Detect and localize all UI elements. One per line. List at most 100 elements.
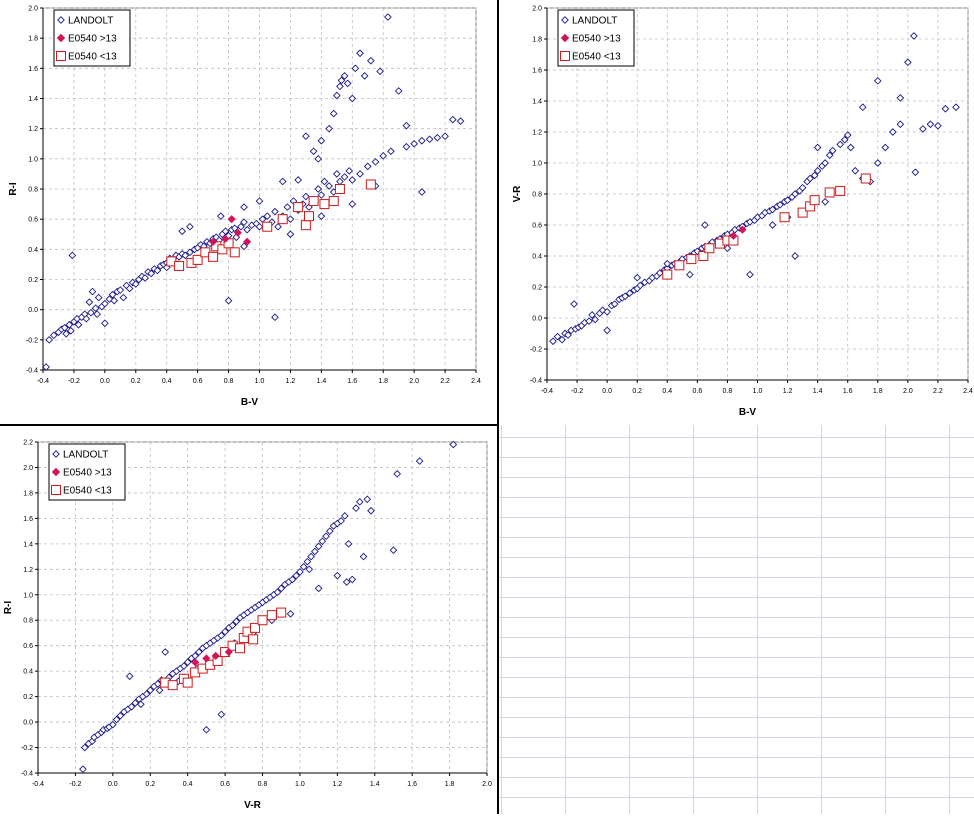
legend-marker-e0540-gt13 — [51, 467, 61, 477]
y-tick-label: 0.2 — [532, 285, 542, 292]
data-point-landolt — [108, 720, 117, 729]
data-point-landolt — [348, 575, 357, 584]
x-tick-label: -0.4 — [32, 781, 44, 788]
data-point-e0540-gt13 — [233, 228, 242, 237]
data-point-landolt — [723, 244, 732, 253]
data-point-landolt — [116, 711, 125, 720]
data-point-landolt — [851, 166, 860, 175]
data-point-landolt — [131, 280, 140, 288]
legend-marker-e0540-lt13 — [56, 51, 66, 61]
data-point-landolt — [337, 517, 345, 525]
x-tick-label: 0.0 — [108, 781, 118, 788]
x-tick-label: 1.0 — [255, 378, 265, 385]
data-point-landolt — [195, 648, 203, 656]
data-point-landolt — [240, 203, 248, 211]
data-point-landolt — [553, 332, 562, 341]
x-tick-label: 2.0 — [409, 378, 419, 385]
x-tick-label: 2.0 — [903, 388, 913, 395]
x-tick-label: 0.4 — [162, 378, 172, 385]
data-point-landolt — [356, 49, 364, 58]
legend-box — [557, 9, 635, 67]
data-point-landolt — [88, 287, 97, 296]
y-tick-label: 0.2 — [28, 277, 38, 284]
x-tick-label: 1.6 — [843, 388, 853, 395]
data-point-landolt — [340, 173, 349, 181]
y-tick-label: 1.8 — [532, 37, 542, 44]
y-axis-label: R-I — [3, 601, 14, 615]
data-point-landolt — [180, 662, 188, 670]
data-point-e0540-gt13 — [738, 225, 747, 234]
data-point-e0540-lt13 — [277, 214, 288, 225]
x-tick-label: 2.4 — [471, 378, 481, 385]
data-point-landolt — [299, 562, 308, 571]
data-point-e0540-gt13 — [202, 654, 211, 663]
data-point-e0540-gt13 — [729, 231, 738, 240]
data-point-landolt — [558, 335, 566, 344]
x-tick-label: 1.2 — [286, 378, 296, 385]
legend-marker-landolt — [561, 16, 569, 24]
x-tick-label: 0.4 — [662, 388, 672, 395]
data-point-landolt — [137, 700, 145, 709]
data-point-landolt — [828, 146, 837, 155]
data-point-e0540-lt13 — [182, 677, 193, 688]
data-point-landolt — [564, 331, 572, 339]
x-tick-label: 1.4 — [316, 378, 326, 385]
data-point-landolt — [294, 176, 302, 184]
data-point-landolt — [112, 715, 121, 724]
y-tick-label: 1.8 — [28, 36, 38, 43]
data-point-landolt — [278, 177, 287, 186]
y-tick-label: 1.4 — [28, 96, 38, 103]
data-point-landolt — [352, 504, 360, 513]
x-tick-label: 0.4 — [183, 781, 193, 788]
y-tick-label: -0.4 — [530, 378, 542, 385]
data-point-landolt — [379, 151, 388, 160]
data-point-landolt — [881, 143, 890, 152]
data-point-landolt — [911, 168, 920, 177]
data-point-landolt — [325, 124, 333, 133]
x-tick-label: 0.2 — [632, 388, 642, 395]
legend-label: E0540 >13 — [572, 34, 621, 45]
data-point-landolt — [82, 314, 91, 323]
legend-label: E0540 >13 — [68, 34, 117, 45]
data-point-e0540-gt13 — [191, 658, 200, 667]
x-tick-label: 1.8 — [378, 378, 388, 385]
data-point-e0540-lt13 — [319, 199, 330, 210]
scatter-chart-vr-vs-bv: -0.4 -0.2 0.0 0.2 0.4 0.6 0.8 1.0 1.2 1.4 1.6 1.8 2.… — [512, 6, 973, 419]
data-point-landolt — [314, 542, 323, 551]
legend-marker-e0540-lt13 — [560, 51, 570, 61]
data-point-landolt — [309, 147, 318, 156]
data-point-landolt — [340, 512, 349, 520]
data-point-landolt — [320, 177, 329, 186]
x-axis-label: V-R — [244, 800, 261, 811]
y-tick-label: 0.8 — [532, 192, 542, 199]
data-point-landolt — [415, 457, 424, 465]
data-point-landolt — [221, 627, 229, 636]
data-point-e0540-lt13 — [262, 221, 273, 232]
data-point-e0540-lt13 — [308, 196, 319, 207]
data-point-landolt — [585, 317, 593, 325]
x-tick-label: 2.2 — [933, 388, 943, 395]
data-point-landolt — [224, 296, 233, 305]
data-point-landolt — [217, 631, 226, 640]
y-tick-label: -0.4 — [21, 771, 33, 778]
data-point-landolt — [441, 132, 449, 141]
spreadsheet-empty-cells[interactable] — [498, 425, 974, 814]
data-point-landolt — [232, 617, 241, 626]
legend-box — [48, 443, 126, 501]
data-point-landolt — [318, 537, 327, 546]
legend-marker-landolt — [52, 450, 60, 458]
data-point-landolt — [286, 610, 295, 618]
data-point-landolt — [663, 259, 672, 268]
data-point-landolt — [813, 143, 822, 152]
data-point-e0540-lt13 — [174, 260, 185, 271]
data-point-landolt — [603, 307, 611, 316]
data-point-landolt — [101, 319, 109, 328]
x-tick-label: 1.8 — [445, 781, 455, 788]
legend-marker-e0540-gt13 — [560, 33, 570, 43]
data-point-e0540-gt13 — [209, 237, 218, 246]
data-point-landolt — [356, 170, 364, 178]
data-point-landolt — [142, 690, 151, 698]
y-tick-label: 1.0 — [28, 156, 38, 163]
legend-box — [53, 9, 131, 67]
data-point-landolt — [686, 270, 694, 279]
